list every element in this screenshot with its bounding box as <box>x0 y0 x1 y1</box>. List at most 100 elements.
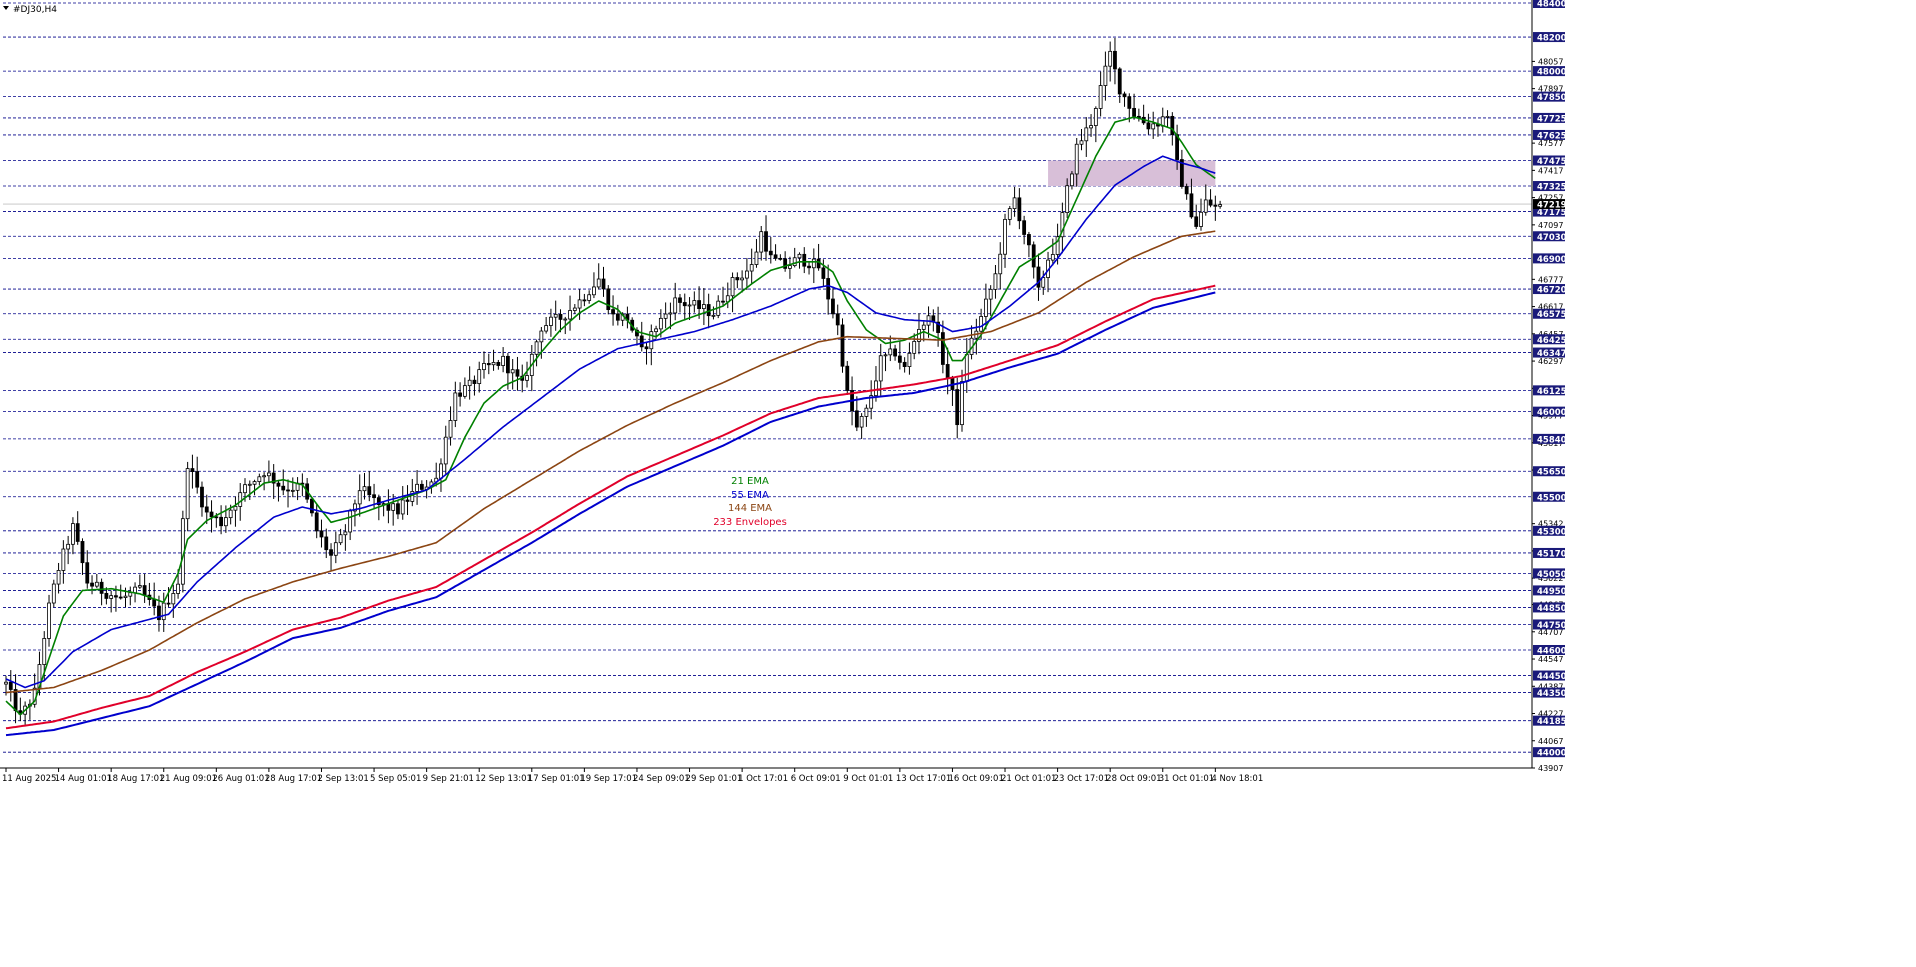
level-label-box <box>1533 687 1565 698</box>
candle-body <box>190 468 195 472</box>
candle <box>85 550 90 589</box>
y-tick-label: 47257 <box>1538 194 1563 203</box>
candle <box>333 531 338 564</box>
candle-body <box>587 294 592 301</box>
x-tick-label: 9 Sep 21:01 <box>423 774 474 784</box>
candle-body <box>893 348 897 357</box>
y-tick-label: 44547 <box>1538 655 1563 664</box>
candle <box>357 474 362 517</box>
candle-body <box>936 321 940 333</box>
candle <box>314 504 319 539</box>
candle-body <box>71 523 75 545</box>
candle <box>988 285 993 316</box>
candle-body <box>874 380 878 397</box>
candle <box>778 254 783 261</box>
candle <box>673 282 678 321</box>
candle-body <box>357 490 362 505</box>
candle-body <box>319 530 324 538</box>
candle-body <box>673 297 678 314</box>
indicator-lines-layer <box>5 116 1216 737</box>
candle-body <box>1184 186 1189 195</box>
x-tick-label: 31 Oct 01:01 <box>1159 774 1214 784</box>
candle-body <box>1127 96 1132 109</box>
candle <box>1122 91 1127 107</box>
candle <box>396 500 400 520</box>
candle-body <box>960 381 964 426</box>
candle-body <box>505 355 510 374</box>
level-label-box <box>1533 406 1565 417</box>
candle <box>1012 186 1017 217</box>
candle <box>276 479 281 502</box>
level-label-box <box>1533 308 1565 319</box>
candle <box>453 381 458 428</box>
candle <box>831 288 835 319</box>
candle <box>644 341 649 365</box>
triangle-down-icon[interactable] <box>3 6 9 10</box>
candle <box>75 511 80 545</box>
level-label: 44600 <box>1537 647 1567 657</box>
candle-body <box>735 277 740 281</box>
candle <box>649 324 654 366</box>
candle-body <box>678 297 682 303</box>
chart-title[interactable]: #DJ30,H4 <box>3 5 57 15</box>
candle <box>247 480 252 500</box>
level-label-box <box>1533 645 1565 656</box>
candle <box>448 406 453 446</box>
candle-body <box>639 335 644 348</box>
candle <box>47 594 51 647</box>
candle-body <box>123 595 128 598</box>
candle-body <box>1084 127 1089 142</box>
candle-body <box>353 503 357 512</box>
candle <box>1089 114 1093 137</box>
candle <box>458 382 463 407</box>
candle-body <box>663 313 668 319</box>
candle <box>128 586 133 606</box>
candle-body <box>611 309 615 315</box>
candle <box>840 318 845 373</box>
candle <box>1093 106 1098 143</box>
candle <box>171 584 176 618</box>
x-tick-label: 16 Oct 09:01 <box>948 774 1003 784</box>
candle <box>1050 238 1055 266</box>
level-label-box <box>1533 747 1565 758</box>
level-label: 46425 <box>1537 336 1567 346</box>
level-label: 44450 <box>1537 672 1567 682</box>
candle <box>1036 253 1041 301</box>
candle-body <box>66 543 71 550</box>
candle <box>625 306 630 329</box>
candle-body <box>1132 107 1136 117</box>
candle-body <box>1194 216 1199 227</box>
level-label: 46000 <box>1537 408 1567 418</box>
candle <box>439 458 443 492</box>
candle-body <box>1179 159 1184 187</box>
candle <box>477 361 482 393</box>
level-label-box <box>1533 491 1565 502</box>
candle <box>912 333 917 360</box>
envelope-lower-line <box>5 291 1216 737</box>
candle <box>109 590 114 613</box>
x-tick-label: 28 Oct 09:01 <box>1106 774 1161 784</box>
candle-body <box>998 253 1003 275</box>
candle-body <box>439 463 443 479</box>
candle <box>984 283 988 330</box>
candle-body <box>142 585 147 596</box>
candle-body <box>195 471 200 488</box>
candle <box>692 291 697 313</box>
candle <box>807 262 811 275</box>
candle-body <box>472 379 477 384</box>
candle <box>1184 183 1189 200</box>
candle <box>553 300 558 331</box>
candle <box>940 320 945 374</box>
candle <box>118 584 123 600</box>
candle-body <box>558 313 563 320</box>
level-label-box <box>1533 433 1565 444</box>
candle <box>893 344 897 361</box>
level-label: 47175 <box>1537 208 1567 218</box>
level-label-box <box>1533 206 1565 217</box>
y-tick-label: 46297 <box>1538 357 1563 366</box>
candle <box>27 699 32 720</box>
level-label: 48000 <box>1537 68 1567 78</box>
candle <box>1003 213 1007 268</box>
